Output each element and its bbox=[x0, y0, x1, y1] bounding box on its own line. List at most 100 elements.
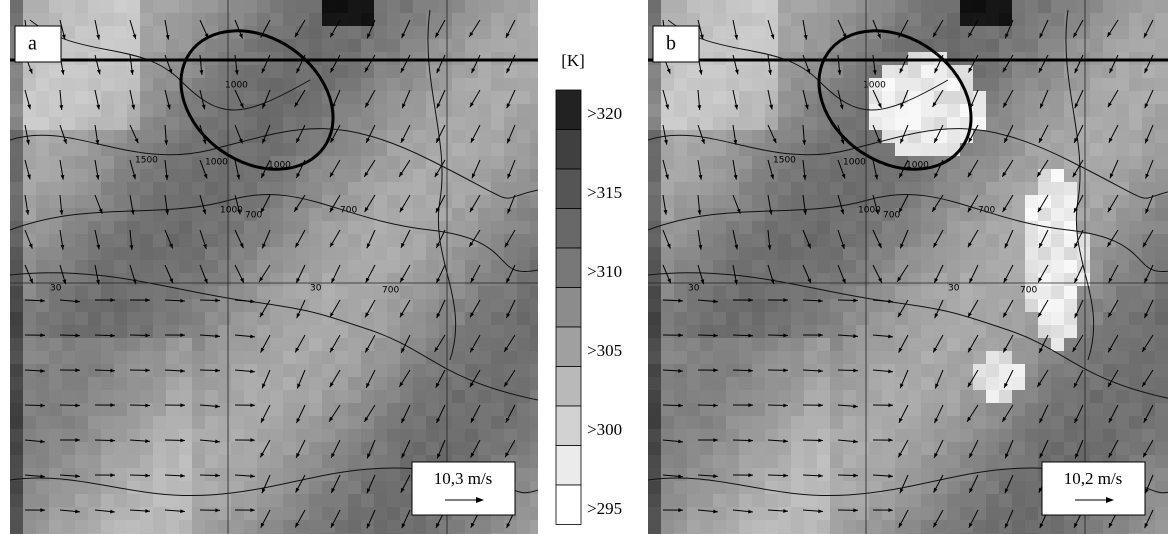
map-cell bbox=[830, 312, 843, 325]
map-cell bbox=[713, 351, 726, 364]
map-cell bbox=[895, 494, 908, 507]
map-cell bbox=[739, 13, 752, 26]
map-cell bbox=[1025, 416, 1038, 429]
map-cell bbox=[10, 377, 23, 390]
map-cell bbox=[1103, 221, 1116, 234]
map-cell bbox=[23, 468, 36, 481]
map-cell bbox=[1103, 403, 1116, 416]
map-cell bbox=[10, 390, 23, 403]
map-cell bbox=[999, 143, 1012, 156]
map-cell bbox=[999, 195, 1012, 208]
map-cell bbox=[1025, 507, 1038, 520]
map-cell bbox=[947, 104, 960, 117]
contour-label: 30 bbox=[688, 284, 700, 294]
map-cell bbox=[947, 507, 960, 520]
map-cell bbox=[791, 403, 804, 416]
map-cell bbox=[700, 494, 713, 507]
map-cell bbox=[140, 494, 153, 507]
map-cell bbox=[908, 325, 921, 338]
map-cell bbox=[921, 364, 934, 377]
map-cell bbox=[205, 286, 218, 299]
map-cell bbox=[1077, 13, 1090, 26]
map-cell bbox=[1012, 0, 1025, 13]
map-cell bbox=[960, 416, 973, 429]
map-cell bbox=[1038, 104, 1051, 117]
map-cell bbox=[114, 442, 127, 455]
map-cell bbox=[1025, 39, 1038, 52]
map-cell bbox=[218, 338, 231, 351]
map-cell bbox=[166, 494, 179, 507]
map-cell bbox=[517, 169, 530, 182]
map-cell bbox=[127, 247, 140, 260]
map-cell bbox=[1129, 312, 1142, 325]
map-cell bbox=[322, 247, 335, 260]
map-cell bbox=[127, 260, 140, 273]
map-cell bbox=[778, 104, 791, 117]
map-cell bbox=[908, 260, 921, 273]
map-cell bbox=[257, 182, 270, 195]
contour-label: 700 bbox=[245, 211, 262, 221]
map-cell bbox=[1064, 390, 1077, 403]
map-cell bbox=[843, 208, 856, 221]
map-cell bbox=[296, 455, 309, 468]
map-cell bbox=[713, 520, 726, 533]
map-cell bbox=[986, 403, 999, 416]
map-cell bbox=[648, 377, 661, 390]
map-cell bbox=[322, 221, 335, 234]
map-cell bbox=[1038, 39, 1051, 52]
map-cell bbox=[439, 325, 452, 338]
map-cell bbox=[179, 208, 192, 221]
map-cell bbox=[166, 520, 179, 533]
map-cell bbox=[778, 494, 791, 507]
map-cell bbox=[687, 390, 700, 403]
map-cell bbox=[387, 312, 400, 325]
map-cell bbox=[700, 286, 713, 299]
map-cell bbox=[1012, 208, 1025, 221]
map-cell bbox=[986, 247, 999, 260]
map-cell bbox=[127, 507, 140, 520]
map-cell bbox=[348, 117, 361, 130]
map-cell bbox=[908, 338, 921, 351]
map-cell bbox=[752, 13, 765, 26]
map-cell bbox=[140, 455, 153, 468]
map-cell bbox=[244, 234, 257, 247]
map-cell bbox=[1155, 403, 1168, 416]
map-cell bbox=[1090, 312, 1103, 325]
map-cell bbox=[335, 13, 348, 26]
map-cell bbox=[908, 0, 921, 13]
map-cell bbox=[322, 299, 335, 312]
map-cell bbox=[36, 117, 49, 130]
map-cell bbox=[1155, 299, 1168, 312]
map-cell bbox=[726, 39, 739, 52]
map-cell bbox=[687, 13, 700, 26]
map-cell bbox=[400, 286, 413, 299]
map-cell bbox=[713, 169, 726, 182]
map-cell bbox=[804, 377, 817, 390]
map-cell bbox=[752, 208, 765, 221]
map-cell bbox=[1129, 442, 1142, 455]
map-cell bbox=[127, 117, 140, 130]
map-cell bbox=[869, 468, 882, 481]
map-cell bbox=[491, 286, 504, 299]
map-cell bbox=[348, 390, 361, 403]
map-cell bbox=[270, 325, 283, 338]
map-cell bbox=[882, 312, 895, 325]
map-cell bbox=[1155, 221, 1168, 234]
map-cell bbox=[895, 247, 908, 260]
map-cell bbox=[661, 481, 674, 494]
map-cell bbox=[153, 377, 166, 390]
map-cell bbox=[1025, 403, 1038, 416]
map-cell bbox=[765, 299, 778, 312]
map-cell bbox=[960, 260, 973, 273]
map-cell bbox=[1012, 299, 1025, 312]
map-cell bbox=[947, 390, 960, 403]
map-cell bbox=[960, 351, 973, 364]
map-cell bbox=[530, 26, 543, 39]
map-cell bbox=[140, 390, 153, 403]
map-cell bbox=[101, 520, 114, 533]
map-cell bbox=[101, 117, 114, 130]
map-cell bbox=[452, 312, 465, 325]
map-cell bbox=[986, 169, 999, 182]
map-cell bbox=[661, 455, 674, 468]
map-cell bbox=[895, 182, 908, 195]
